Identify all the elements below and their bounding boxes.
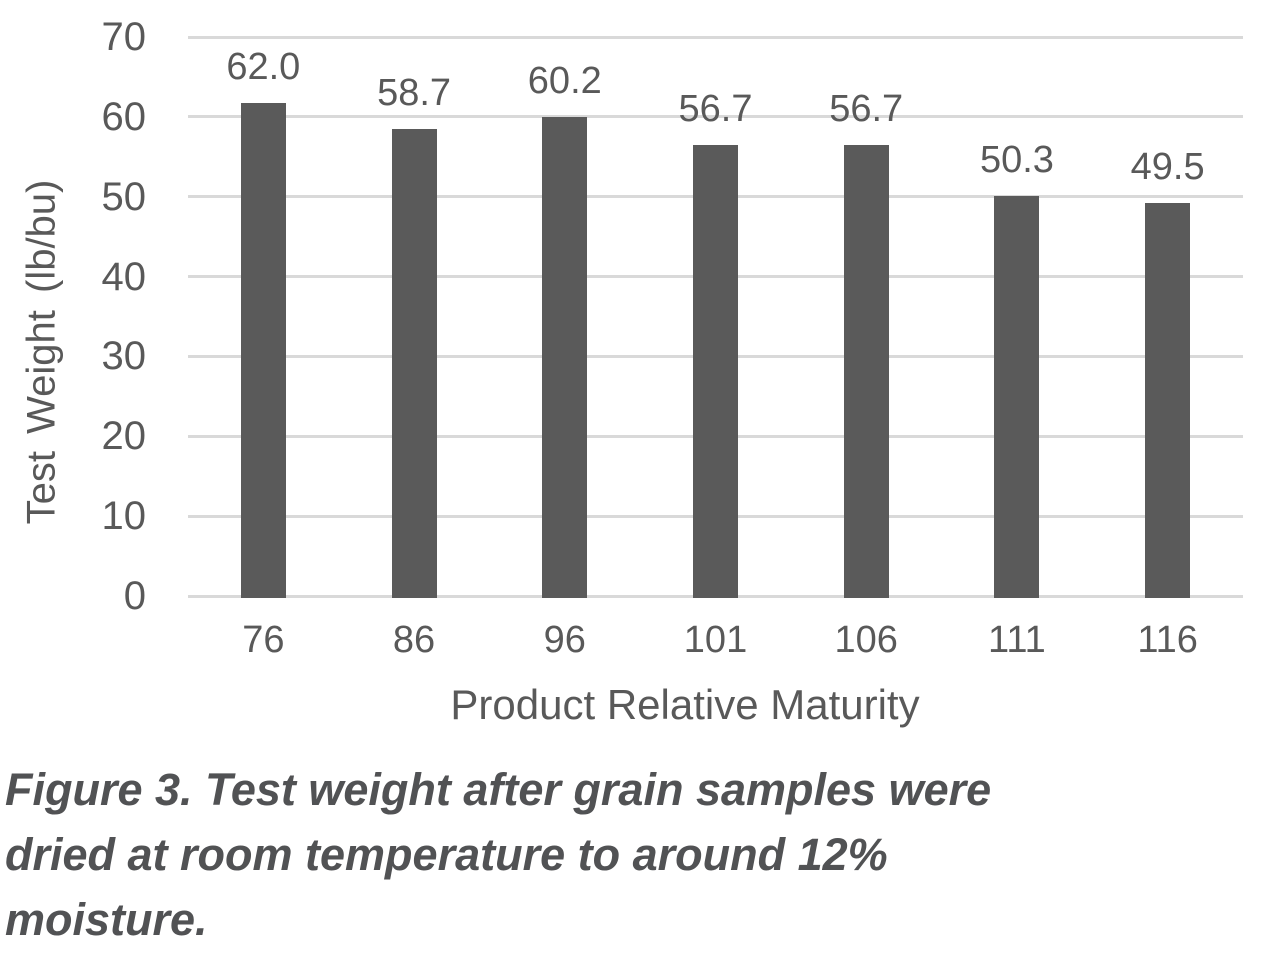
gridline-60 (188, 115, 1243, 119)
y-tick-label-30: 30 (101, 334, 147, 379)
y-tick-label-50: 50 (101, 174, 147, 219)
bar-value-label-96: 60.2 (527, 60, 602, 103)
bar-value-label-86: 58.7 (377, 72, 452, 115)
figure-caption-line-2: dried at room temperature to around 12% (5, 829, 888, 880)
x-tick-label-101: 101 (683, 619, 748, 661)
bar-value-label-116: 49.5 (1130, 145, 1205, 188)
y-tick-label-60: 60 (101, 94, 147, 139)
bar-106 (843, 145, 889, 598)
x-tick-label-86: 86 (392, 619, 436, 661)
y-tick-label-10: 10 (101, 494, 147, 539)
y-tick-label-70: 70 (101, 15, 147, 59)
bar-96 (542, 117, 588, 598)
plot-area: 62.0 58.7 60.2 56.7 56.7 50.3 49.5 (188, 35, 1243, 598)
figure-caption-line-1: Figure 3. Test weight after grain sample… (5, 764, 992, 815)
gridline-70 (188, 35, 1243, 39)
bar-76 (240, 102, 286, 598)
y-tick-label-40: 40 (101, 254, 147, 299)
figure-caption-line-3: moisture. (5, 894, 208, 945)
test-weight-bar-chart: Test Weight (lb/bu) 62.0 58.7 60.2 56.7 56.7… (20, 15, 1243, 728)
bar-116 (1145, 202, 1191, 598)
y-tick-label-0: 0 (123, 574, 146, 618)
x-tick-label-96: 96 (543, 619, 586, 661)
figure-caption: Figure 3. Test weight after grain sample… (5, 757, 1265, 952)
x-axis-title: Product Relative Maturity (450, 681, 920, 728)
x-tick-label-76: 76 (242, 619, 285, 661)
x-tick-label-116: 116 (1137, 619, 1198, 661)
bar-101 (693, 145, 738, 598)
x-tick-label-111: 111 (988, 619, 1046, 661)
bar-value-label-106: 56.7 (829, 88, 904, 131)
bar-86 (391, 129, 437, 598)
bar-111 (994, 196, 1040, 598)
x-tick-label-106: 106 (834, 619, 898, 661)
bar-value-label-76: 62.0 (226, 45, 301, 88)
y-tick-label-20: 20 (101, 414, 147, 459)
bar-value-label-111: 50.3 (979, 139, 1054, 182)
bar-value-label-101: 56.7 (678, 88, 753, 131)
